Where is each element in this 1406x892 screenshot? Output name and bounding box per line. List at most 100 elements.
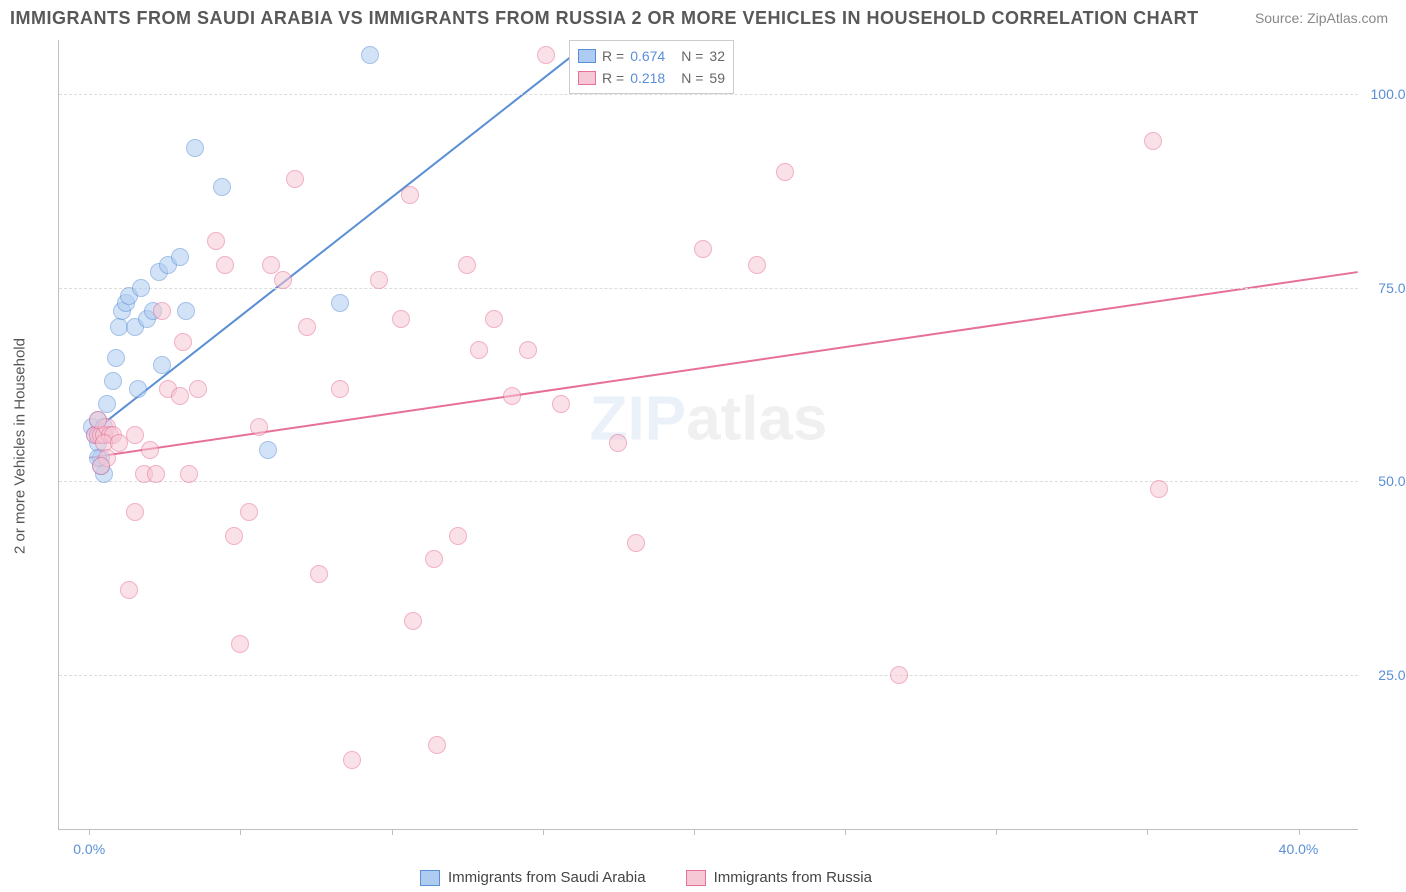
scatter-point [104, 372, 122, 390]
regression-stats-box: R = 0.674 N = 32 R = 0.218 N = 59 [569, 40, 734, 94]
scatter-point [310, 565, 328, 583]
n-value: 32 [709, 48, 725, 64]
n-label: N = [681, 70, 703, 86]
scatter-point [458, 256, 476, 274]
series-swatch [578, 49, 596, 63]
scatter-point [126, 503, 144, 521]
y-tick-label: 50.0% [1363, 473, 1406, 489]
scatter-point [519, 341, 537, 359]
scatter-point [153, 302, 171, 320]
legend-label: Immigrants from Russia [714, 869, 872, 886]
series-swatch [420, 870, 440, 886]
source-attribution: Source: ZipAtlas.com [1255, 10, 1388, 26]
scatter-point [470, 341, 488, 359]
scatter-point [748, 256, 766, 274]
r-value: 0.674 [630, 48, 665, 64]
scatter-point [262, 256, 280, 274]
scatter-point [331, 294, 349, 312]
scatter-point [1150, 480, 1168, 498]
scatter-point [428, 736, 446, 754]
bottom-legend: Immigrants from Saudi Arabia Immigrants f… [420, 869, 872, 886]
r-label: R = [602, 48, 624, 64]
scatter-point [147, 465, 165, 483]
x-tick [543, 829, 544, 835]
scatter-point [537, 46, 555, 64]
scatter-point [404, 612, 422, 630]
x-tick [240, 829, 241, 835]
scatter-point [89, 411, 107, 429]
x-tick [89, 829, 90, 835]
scatter-point [298, 318, 316, 336]
scatter-point [225, 527, 243, 545]
scatter-point [120, 581, 138, 599]
scatter-point [231, 635, 249, 653]
x-tick-label: 40.0% [1279, 841, 1319, 857]
series-swatch [686, 870, 706, 886]
x-tick-label: 0.0% [73, 841, 105, 857]
x-tick [1147, 829, 1148, 835]
x-tick [1299, 829, 1300, 835]
scatter-point [361, 46, 379, 64]
scatter-point [694, 240, 712, 258]
legend-item: Immigrants from Russia [686, 869, 872, 886]
scatter-point [92, 457, 110, 475]
scatter-point [240, 503, 258, 521]
scatter-point [609, 434, 627, 452]
legend-item: Immigrants from Saudi Arabia [420, 869, 646, 886]
scatter-point [286, 170, 304, 188]
scatter-point [180, 465, 198, 483]
scatter-point [343, 751, 361, 769]
scatter-point [186, 139, 204, 157]
scatter-point [207, 232, 225, 250]
y-tick-label: 75.0% [1363, 280, 1406, 296]
regression-stats-row: R = 0.674 N = 32 [578, 45, 725, 67]
r-label: R = [602, 70, 624, 86]
scatter-point [250, 418, 268, 436]
scatter-point [189, 380, 207, 398]
n-label: N = [681, 48, 703, 64]
scatter-point [141, 441, 159, 459]
scatter-point [126, 426, 144, 444]
y-tick-label: 25.0% [1363, 667, 1406, 683]
watermark-part-b: atlas [686, 384, 827, 453]
scatter-point [485, 310, 503, 328]
scatter-point [107, 349, 125, 367]
scatter-point [449, 527, 467, 545]
x-tick [392, 829, 393, 835]
scatter-point [129, 380, 147, 398]
watermark-part-a: ZIP [590, 384, 686, 453]
r-value: 0.218 [630, 70, 665, 86]
scatter-point [331, 380, 349, 398]
gridline [59, 288, 1358, 289]
x-tick [694, 829, 695, 835]
y-axis-title: 2 or more Vehicles in Household [12, 338, 29, 554]
x-tick [845, 829, 846, 835]
x-tick [996, 829, 997, 835]
scatter-point [503, 387, 521, 405]
series-swatch [578, 71, 596, 85]
scatter-point [213, 178, 231, 196]
scatter-point [392, 310, 410, 328]
scatter-point [1144, 132, 1162, 150]
scatter-point [259, 441, 277, 459]
scatter-point [171, 248, 189, 266]
regression-line [90, 55, 573, 434]
n-value: 59 [709, 70, 725, 86]
scatter-point [890, 666, 908, 684]
scatter-point [627, 534, 645, 552]
scatter-point [274, 271, 292, 289]
gridline [59, 94, 1358, 95]
regression-line [90, 272, 1358, 458]
legend-label: Immigrants from Saudi Arabia [448, 869, 646, 886]
chart-plot-area: ZIPatlas 25.0%50.0%75.0%100.0%0.0%40.0% [58, 40, 1358, 830]
regression-stats-row: R = 0.218 N = 59 [578, 67, 725, 89]
chart-title: IMMIGRANTS FROM SAUDI ARABIA VS IMMIGRAN… [10, 8, 1199, 29]
gridline [59, 675, 1358, 676]
scatter-point [425, 550, 443, 568]
scatter-point [132, 279, 150, 297]
scatter-point [216, 256, 234, 274]
scatter-point [401, 186, 419, 204]
scatter-point [776, 163, 794, 181]
scatter-point [177, 302, 195, 320]
scatter-point [153, 356, 171, 374]
